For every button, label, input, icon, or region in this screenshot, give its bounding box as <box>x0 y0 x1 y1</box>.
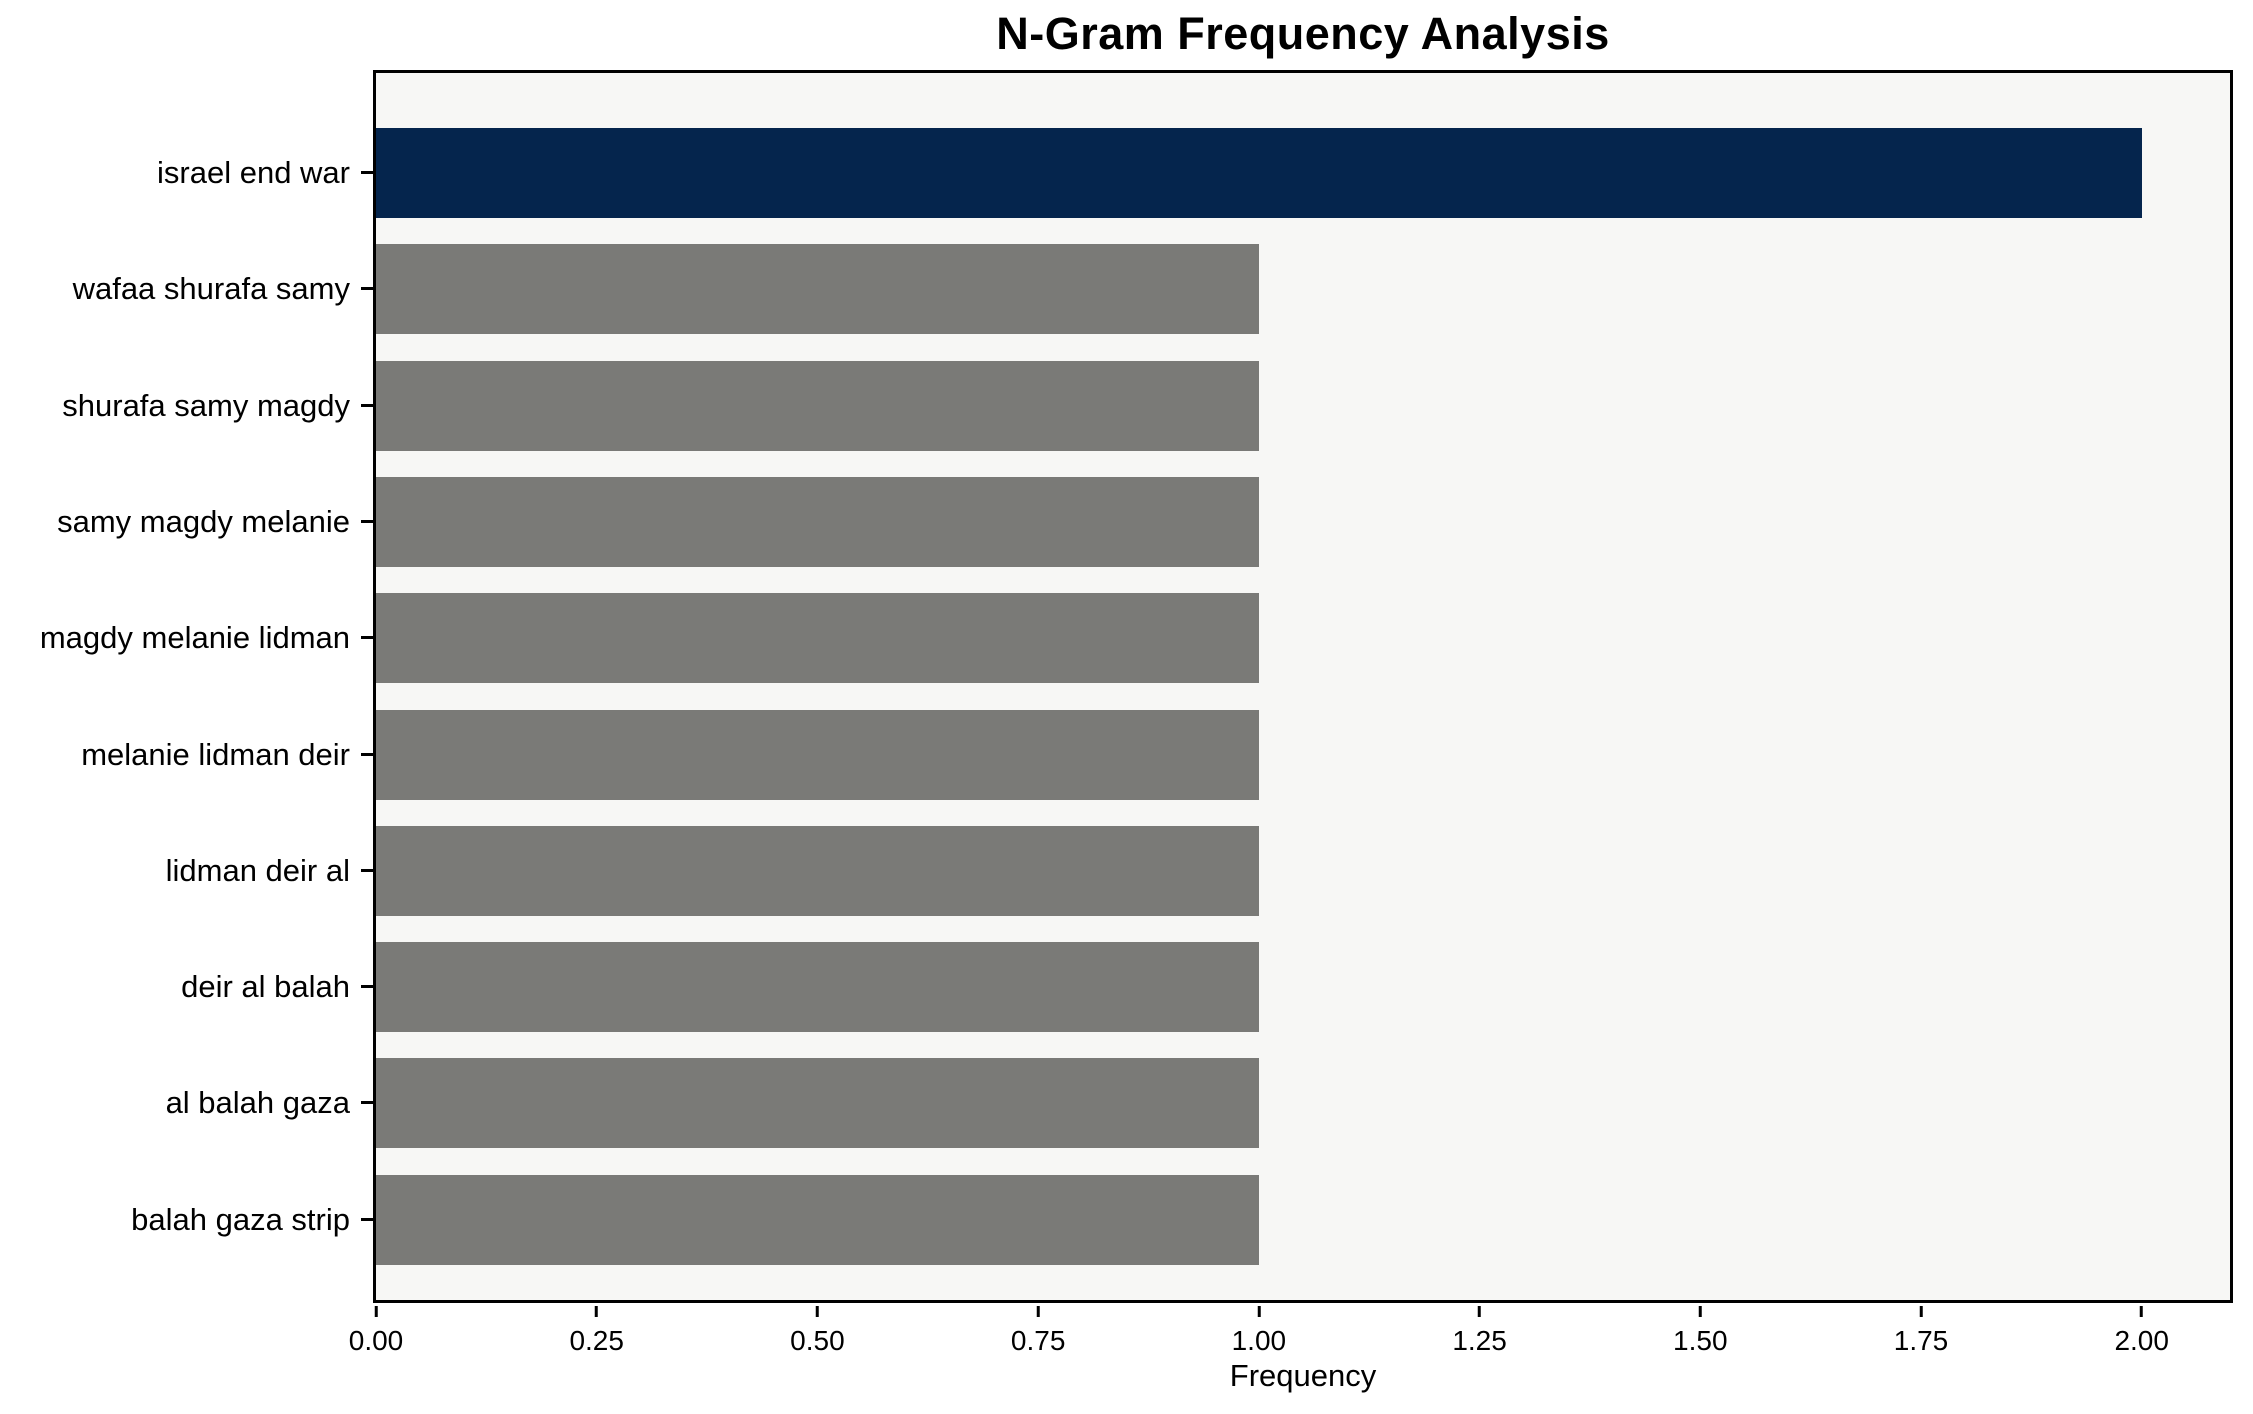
x-tick: 0.50 <box>790 1306 845 1357</box>
bar <box>376 128 2142 218</box>
x-tick-label: 1.75 <box>1893 1325 1949 1356</box>
x-tick-label: 0.50 <box>790 1325 845 1356</box>
bar-track <box>376 825 2230 916</box>
y-tick-mark <box>361 171 373 174</box>
x-tick-mark <box>1036 1306 1040 1317</box>
y-tick-mark <box>361 1217 373 1221</box>
x-tick-label: 0.25 <box>569 1325 624 1356</box>
x-tick: 0.25 <box>569 1306 624 1357</box>
x-axis: 0.00 0.25 0.50 0.75 1.00 1.25 1.50 1.75 <box>349 1306 2230 1396</box>
bar-row: israel end war <box>0 128 2253 218</box>
x-tick-label: 2.00 <box>2114 1325 2169 1356</box>
y-tick-mark <box>361 287 373 291</box>
bar-track <box>376 709 2230 800</box>
bar-track <box>376 1174 2230 1265</box>
x-tick-label: 0.75 <box>1010 1325 1066 1356</box>
bar <box>376 1174 1259 1265</box>
y-axis-label: wafaa shurafa samy <box>72 271 350 307</box>
bar-row: melanie lidman deir <box>0 709 2253 800</box>
y-axis-label: lidman deir al <box>165 852 350 888</box>
bar-row: lidman deir al <box>0 825 2253 916</box>
y-axis-label: magdy melanie lidman <box>39 620 350 656</box>
y-tick-mark <box>361 752 373 756</box>
bar-row: shurafa samy magdy <box>0 360 2253 451</box>
x-tick-mark <box>815 1306 819 1317</box>
x-tick-label: 1.50 <box>1673 1325 1728 1356</box>
x-axis-title: Frequency <box>1229 1358 1377 1393</box>
bar-row: samy magdy melanie <box>0 476 2253 567</box>
x-tick: 2.00 <box>2114 1306 2169 1357</box>
x-tick-mark <box>595 1306 599 1317</box>
bar-row: magdy melanie lidman <box>0 593 2253 684</box>
bar <box>376 360 1259 451</box>
bar-track <box>376 244 2230 335</box>
y-tick-mark <box>361 1101 373 1105</box>
x-tick-label: 0.00 <box>348 1325 404 1356</box>
bar-track <box>376 942 2230 1033</box>
bar-row: deir al balah <box>0 942 2253 1033</box>
chart-title: N-Gram Frequency Analysis <box>996 8 1610 59</box>
y-axis-label: al balah gaza <box>165 1085 350 1121</box>
bar <box>376 825 1259 916</box>
y-axis-label: deir al balah <box>181 969 350 1005</box>
bar-track <box>376 360 2230 451</box>
bar-row: wafaa shurafa samy <box>0 244 2253 335</box>
x-tick: 1.00 <box>1231 1306 1287 1357</box>
y-tick-mark <box>361 985 373 989</box>
x-tick: 1.50 <box>1673 1306 1728 1357</box>
bar <box>376 244 1259 335</box>
x-tick: 0.75 <box>1010 1306 1066 1357</box>
bar-track <box>376 593 2230 684</box>
x-tick: 1.75 <box>1893 1306 1949 1357</box>
y-tick-mark <box>361 403 373 407</box>
bar <box>376 593 1259 684</box>
y-tick-mark <box>361 519 373 523</box>
x-tick: 1.25 <box>1452 1306 1507 1357</box>
x-tick-mark <box>1698 1306 1702 1317</box>
y-axis-label: samy magdy melanie <box>57 503 350 539</box>
y-axis-label: shurafa samy magdy <box>62 387 350 423</box>
y-tick-mark <box>361 636 373 640</box>
bar-row: balah gaza strip <box>0 1174 2253 1265</box>
x-tick-mark <box>1257 1306 1261 1317</box>
y-tick-mark <box>361 868 373 872</box>
x-tick-mark <box>1919 1306 1923 1317</box>
x-tick-label: 1.00 <box>1231 1325 1287 1356</box>
bar-track <box>376 128 2230 218</box>
bar-track <box>376 1058 2230 1149</box>
bar <box>376 476 1259 567</box>
bar <box>376 709 1259 800</box>
bar <box>376 1058 1259 1149</box>
x-tick-mark <box>2140 1306 2144 1317</box>
x-tick-mark <box>1478 1306 1482 1317</box>
bar-track <box>376 476 2230 567</box>
bar-row: al balah gaza <box>0 1058 2253 1149</box>
x-tick-label: 1.25 <box>1452 1325 1507 1356</box>
x-tick: 0.00 <box>348 1306 404 1357</box>
y-axis-label: israel end war <box>157 155 350 190</box>
y-axis-label: balah gaza strip <box>131 1201 350 1237</box>
bar <box>376 942 1259 1033</box>
y-axis-label: melanie lidman deir <box>81 736 350 772</box>
x-tick-mark <box>374 1306 378 1317</box>
